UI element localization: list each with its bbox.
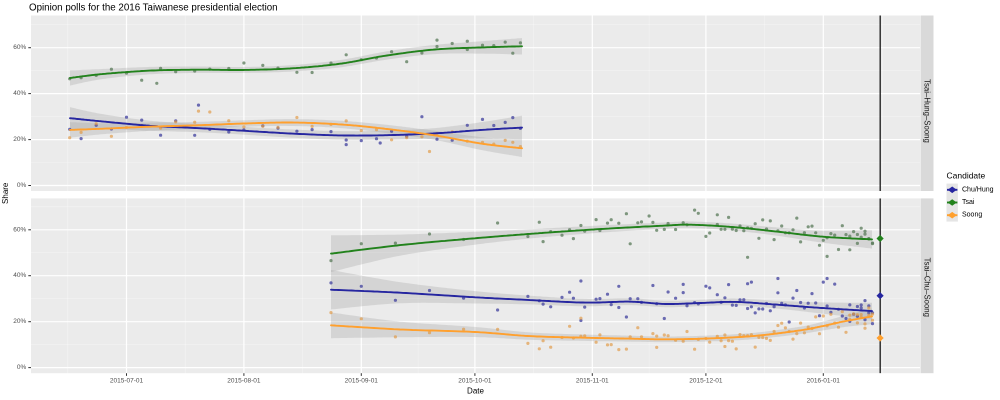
svg-text:Tsai: Tsai xyxy=(962,199,975,206)
svg-text:20%: 20% xyxy=(13,318,26,325)
svg-text:20%: 20% xyxy=(13,136,26,143)
svg-text:60%: 60% xyxy=(13,226,26,233)
svg-text:2016-01-01: 2016-01-01 xyxy=(807,378,841,385)
svg-text:40%: 40% xyxy=(13,90,26,97)
svg-text:2015-08-01: 2015-08-01 xyxy=(227,378,261,385)
svg-text:Date: Date xyxy=(467,387,484,396)
svg-text:Opinion polls for the 2016 Tai: Opinion polls for the 2016 Taiwanese pre… xyxy=(29,3,278,14)
svg-text:Chu/Hung: Chu/Hung xyxy=(962,186,994,193)
svg-text:60%: 60% xyxy=(13,44,26,51)
svg-text:2015-09-01: 2015-09-01 xyxy=(345,378,379,385)
svg-text:2015-10-01: 2015-10-01 xyxy=(458,378,492,385)
svg-text:2015-11-01: 2015-11-01 xyxy=(576,378,609,385)
svg-text:Share: Share xyxy=(1,182,10,204)
svg-text:0%: 0% xyxy=(17,364,27,371)
svg-text:40%: 40% xyxy=(13,272,26,279)
svg-text:Tsai–Chu–Soong: Tsai–Chu–Soong xyxy=(923,258,932,317)
svg-text:2015-07-01: 2015-07-01 xyxy=(110,378,144,385)
svg-text:Tsai–Hung–Soong: Tsai–Hung–Soong xyxy=(923,79,932,143)
svg-text:2015-12-01: 2015-12-01 xyxy=(689,378,723,385)
svg-text:Candidate: Candidate xyxy=(947,171,986,181)
svg-text:0%: 0% xyxy=(17,182,27,189)
svg-text:Soong: Soong xyxy=(962,212,982,219)
